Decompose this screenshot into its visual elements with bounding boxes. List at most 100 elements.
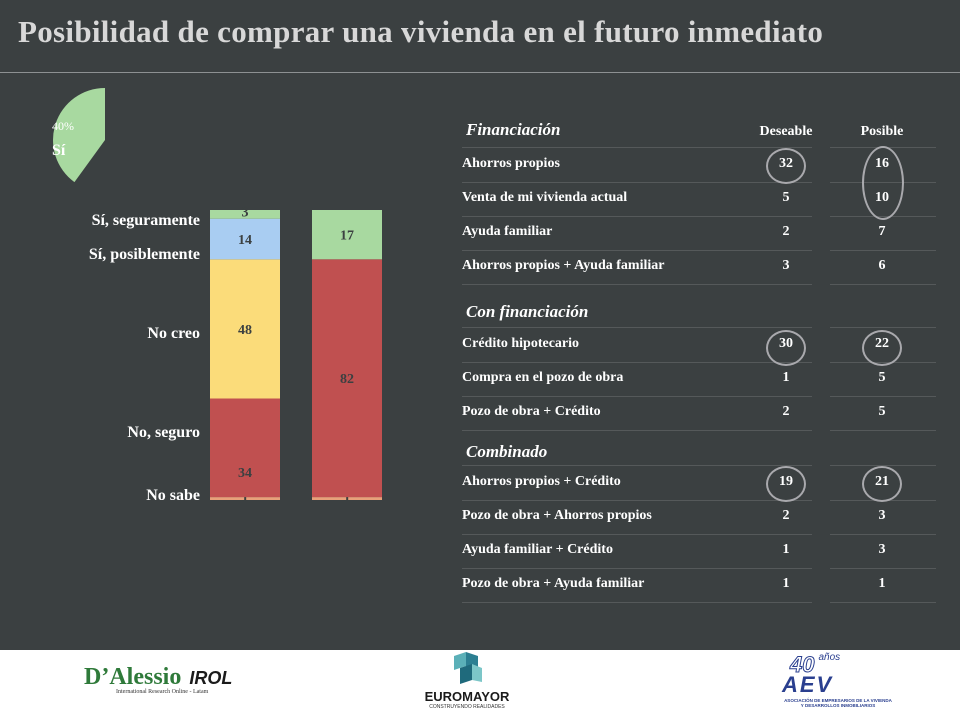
table-row-divider-right [830,568,936,569]
cell-posible: 6 [878,258,886,273]
table-row-divider [462,284,812,285]
bar-1-segment-3 [210,259,280,399]
table-row-label: Venta de mi vivienda actual [462,190,628,205]
table-row-divider-right [830,284,936,285]
section-title-3: Combinado [466,442,548,461]
bar-2-segment-2-value-label: 82 [340,372,354,387]
cell-posible: 7 [878,224,886,239]
title-divider [0,72,960,73]
cell-deseable: 1 [782,370,790,385]
bar-2-segment-2 [312,259,382,498]
bar-1-segment-1 [210,497,280,500]
bar-1-segment-5 [210,210,280,219]
column-header-deseable: Deseable [759,124,813,139]
table-row-divider-right [830,602,936,603]
aev-anniversary: 40 [789,652,815,678]
category-label-si-seguramente: Sí, seguramente [92,212,200,229]
aev-sub-2: Y DESARROLLOS INMOBILIARIOS [800,703,876,708]
bar-2-segment-3-value-label: 17 [340,229,354,244]
table-row-label: Pozo de obra + Crédito [462,404,601,419]
dalessio-logo-sub: International Research Online - Latam [116,689,209,695]
column-header-posible: Posible [860,124,904,139]
cell-deseable: 2 [782,224,790,239]
cell-posible: 16 [875,156,889,171]
table-row-divider [462,602,812,603]
cell-posible: 10 [875,190,889,205]
table-row-label: Pozo de obra + Ayuda familiar [462,576,645,591]
section-1-top-rule-right [830,147,936,148]
aev-logo: 40 años AEV ASOCIACIÓN DE EMPRESARIOS DE… [776,652,900,709]
cell-posible: 5 [878,370,886,385]
table-row-divider-right [830,182,936,183]
table-row-label: Ahorros propios [462,156,560,171]
aev-sub-1: ASOCIACIÓN DE EMPRESARIOS DE LA VIVIENDA [784,698,892,703]
cell-deseable: 1 [782,576,790,591]
highlight-ring-deseable-credito [766,330,806,366]
highlight-ring-posible-financiacion [862,146,904,220]
table-row-label: Crédito hipotecario [462,336,580,351]
cell-deseable: 2 [782,404,790,419]
highlight-ring-posible-credito [862,330,902,366]
category-label-no-seguro: No, seguro [127,424,200,441]
table-row-divider-right [830,396,936,397]
irol-logo-brand: IROL [189,668,233,688]
table-row-divider [462,534,812,535]
cell-deseable: 5 [782,190,790,205]
table-row-divider [462,216,812,217]
highlight-ring-deseable-combinado [766,466,806,502]
table-row-divider [462,500,812,501]
section-3-top-rule-right [830,465,936,466]
cell-deseable: 30 [779,336,793,351]
table-row-divider-right [830,216,936,217]
stacked-bar-chart: 40% Sí Sí, seguramente Sí, posiblemente … [52,88,382,505]
cell-posible: 3 [878,508,886,523]
table-row-divider-right [830,362,936,363]
section-title-1: Financiación [466,120,561,139]
highlight-ring-posible-combinado [862,466,902,502]
cell-deseable: 19 [779,474,793,489]
cell-posible: 5 [878,404,886,419]
table-row-divider [462,568,812,569]
table-row-label: Pozo de obra + Ahorros propios [462,508,652,523]
cell-posible: 3 [878,542,886,557]
cell-posible: 21 [875,474,889,489]
bar-1-segment-2 [210,398,280,498]
bar-1-segment-1-value-label: 1 [242,490,249,505]
highlight-ring-deseable-ahorros [766,148,806,184]
euromayor-sub: CONSTRUYENDO REALIDADES [429,704,505,710]
category-label-no-creo: No creo [147,325,200,342]
section-2-top-rule-right [830,327,936,328]
pie-yes-wedge [53,88,105,183]
dalessio-irol-logo: D’Alessio IROL International Research On… [84,664,232,695]
bar-2-segment-1-value-label: 1 [344,490,351,505]
table-row-divider-right [830,250,936,251]
table-row-divider [462,430,812,431]
section-2-top-rule [462,327,812,328]
bar-2-segment-3 [312,210,382,260]
bars-group: 1 34 48 14 3 1 82 17 [210,206,382,505]
pie-label: Sí [52,142,66,159]
aev-name: AEV [782,672,834,697]
bar-1-segment-4-value-label: 14 [238,233,252,248]
table-row-divider [462,182,812,183]
table-row-label: Ayuda familiar [462,224,553,239]
bar-1-segment-2-value-label: 34 [238,466,252,481]
cell-deseable: 2 [782,508,790,523]
section-1-top-rule [462,147,812,148]
section-3-top-rule [462,465,812,466]
page-title: Posibilidad de comprar una vivienda en e… [18,14,824,49]
table-row-divider-right [830,534,936,535]
dalessio-logo-main: D’Alessio [84,664,182,690]
footer-logos: D’Alessio IROL International Research On… [0,650,960,720]
cell-posible: 22 [875,336,889,351]
category-label-si-posiblemente: Sí, posiblemente [89,246,200,263]
cell-deseable: 3 [782,258,790,273]
table-row-label: Ahorros propios + Ayuda familiar [462,258,665,273]
bar-1-segment-5-value-label: 3 [242,206,249,221]
table-row-divider-right [830,430,936,431]
bar-2-segment-1 [312,497,382,500]
aev-anios: años [818,652,841,663]
cell-deseable: 32 [779,156,793,171]
cell-posible: 1 [878,576,886,591]
euromayor-name: EUROMAYOR [424,689,510,704]
